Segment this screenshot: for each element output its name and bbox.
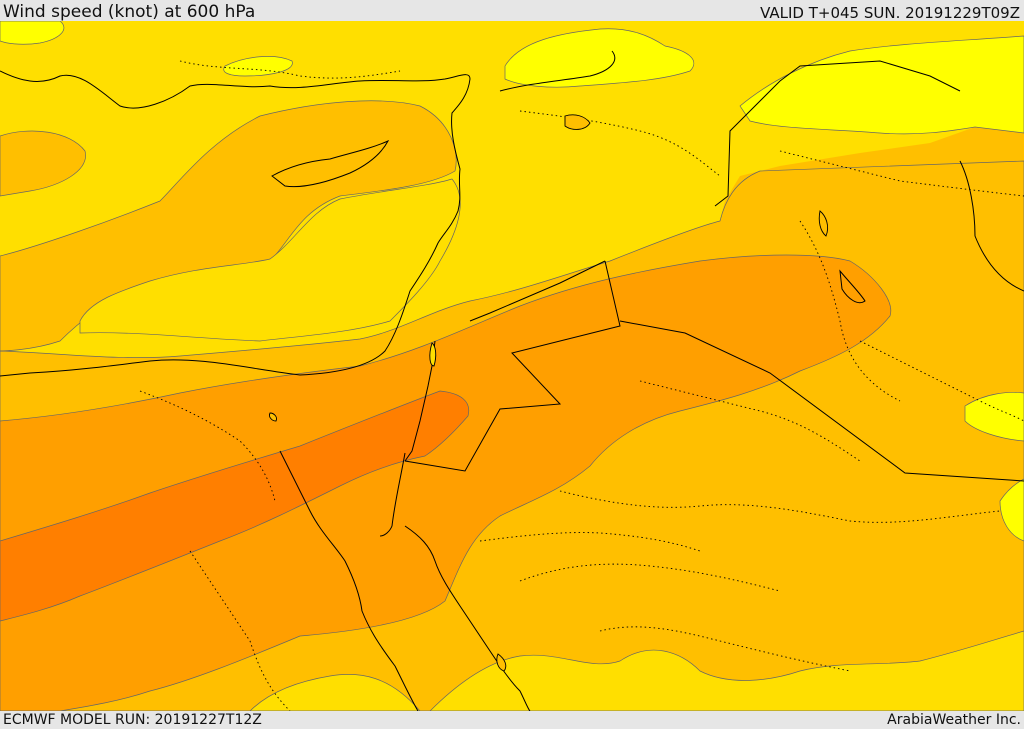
- band-light-south: [249, 674, 421, 711]
- model-run-label: ECMWF MODEL RUN: 20191227T12Z: [3, 712, 262, 728]
- map-footer: ECMWF MODEL RUN: 20191227T12Z ArabiaWeat…: [0, 711, 1024, 729]
- band-strong: [0, 254, 892, 711]
- border-jordan-saudi: [404, 260, 621, 472]
- band-lightest-nw: [0, 21, 65, 45]
- gulf-coast-se: [959, 160, 1024, 292]
- band-strongest: [0, 390, 470, 622]
- internal-borders: [139, 60, 1024, 711]
- border-iraq-syria: [469, 260, 606, 322]
- border-sinai-east: [379, 452, 406, 537]
- border-red-sea: [404, 525, 531, 711]
- band-light-southeast: [429, 630, 1024, 711]
- coastlines: [0, 50, 1024, 377]
- coastline-north: [0, 70, 471, 377]
- border-syria-iraq-north: [714, 60, 961, 207]
- coastline-caspian: [839, 269, 866, 304]
- cyprus-coast: [271, 139, 390, 188]
- band-lightest-n: [504, 28, 695, 88]
- map-header: Wind speed (knot) at 600 hPa VALID T+045…: [0, 0, 1024, 21]
- small-features: [269, 114, 829, 672]
- map-title: Wind speed (knot) at 600 hPa: [3, 2, 256, 22]
- credit-label: ArabiaWeather Inc.: [887, 712, 1021, 728]
- band-light-pocket: [79, 178, 461, 342]
- border-iraq-saudi: [619, 320, 1024, 482]
- coastline-turkey-lake: [499, 50, 616, 92]
- band-medium-west: [0, 130, 86, 197]
- country-borders: [279, 60, 1024, 711]
- wind-speed-map: [0, 21, 1024, 711]
- valid-time-label: VALID T+045 SUN. 20191229T09Z: [760, 4, 1020, 22]
- border-sinai-west: [279, 450, 419, 711]
- band-lightest-se: [999, 478, 1024, 542]
